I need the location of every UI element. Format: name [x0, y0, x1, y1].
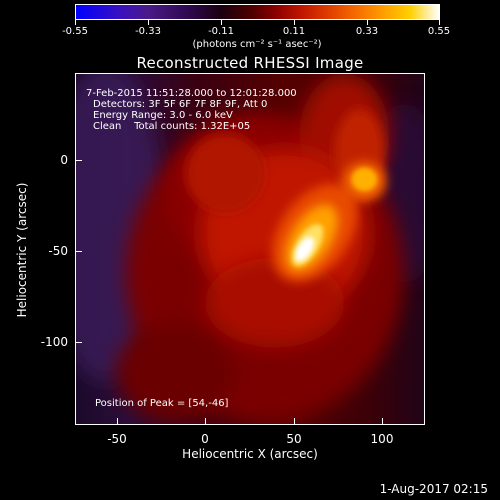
colorbar-tick [75, 20, 76, 25]
solar-image [76, 74, 424, 424]
clean-total-counts: Clean Total counts: 1.32E+05 [93, 121, 251, 132]
y-tick-label: -50 [48, 244, 68, 258]
x-tick-label: 0 [201, 432, 209, 446]
colorbar-tick-label: 0.55 [427, 26, 451, 37]
colorbar-tick-label: 0.11 [282, 26, 306, 37]
x-tick-label: -50 [107, 432, 127, 446]
time-range: 7-Feb-2015 11:51:28.000 to 12:01:28.000 [86, 88, 297, 99]
colorbar [75, 4, 440, 20]
y-tick-mark [75, 342, 82, 343]
plot-title: Reconstructed RHESSI Image [136, 54, 364, 72]
x-tick-mark [294, 418, 295, 425]
colorbar-units: (photons cm⁻² s⁻¹ asec⁻²) [192, 39, 322, 50]
colorbar-tick-label: 0.33 [355, 26, 379, 37]
energy-range: Energy Range: 3.0 - 6.0 keV [93, 110, 233, 121]
x-axis-label: Heliocentric X (arcsec) [182, 447, 318, 461]
colorbar-tick [221, 20, 222, 25]
colorbar-tick [294, 20, 295, 25]
colorbar-tick-label: -0.11 [208, 26, 234, 37]
image-plot: 7-Feb-2015 11:51:28.000 to 12:01:28.000 … [75, 73, 425, 425]
y-tick-mark [75, 160, 82, 161]
detectors: Detectors: 3F 5F 6F 7F 8F 9F, Att 0 [93, 99, 268, 110]
y-axis-label: Heliocentric Y (arcsec) [15, 182, 29, 318]
colorbar-tick-label: -0.55 [62, 26, 88, 37]
x-tick-mark [205, 418, 206, 425]
y-tick-label: 0 [60, 153, 68, 167]
colorbar-tick [367, 20, 368, 25]
x-tick-label: 100 [370, 432, 394, 446]
date-stamp: 1-Aug-2017 02:15 [379, 482, 488, 496]
colorbar-tick [439, 20, 440, 25]
y-tick-mark [75, 251, 82, 252]
x-tick-mark [117, 418, 118, 425]
y-tick-label: -100 [40, 335, 68, 349]
x-tick-label: 50 [286, 432, 302, 446]
colorbar-tick [148, 20, 149, 25]
colorbar-tick-label: -0.33 [135, 26, 161, 37]
x-tick-mark [382, 418, 383, 425]
peak-position: Position of Peak = [54,-46] [95, 398, 229, 409]
